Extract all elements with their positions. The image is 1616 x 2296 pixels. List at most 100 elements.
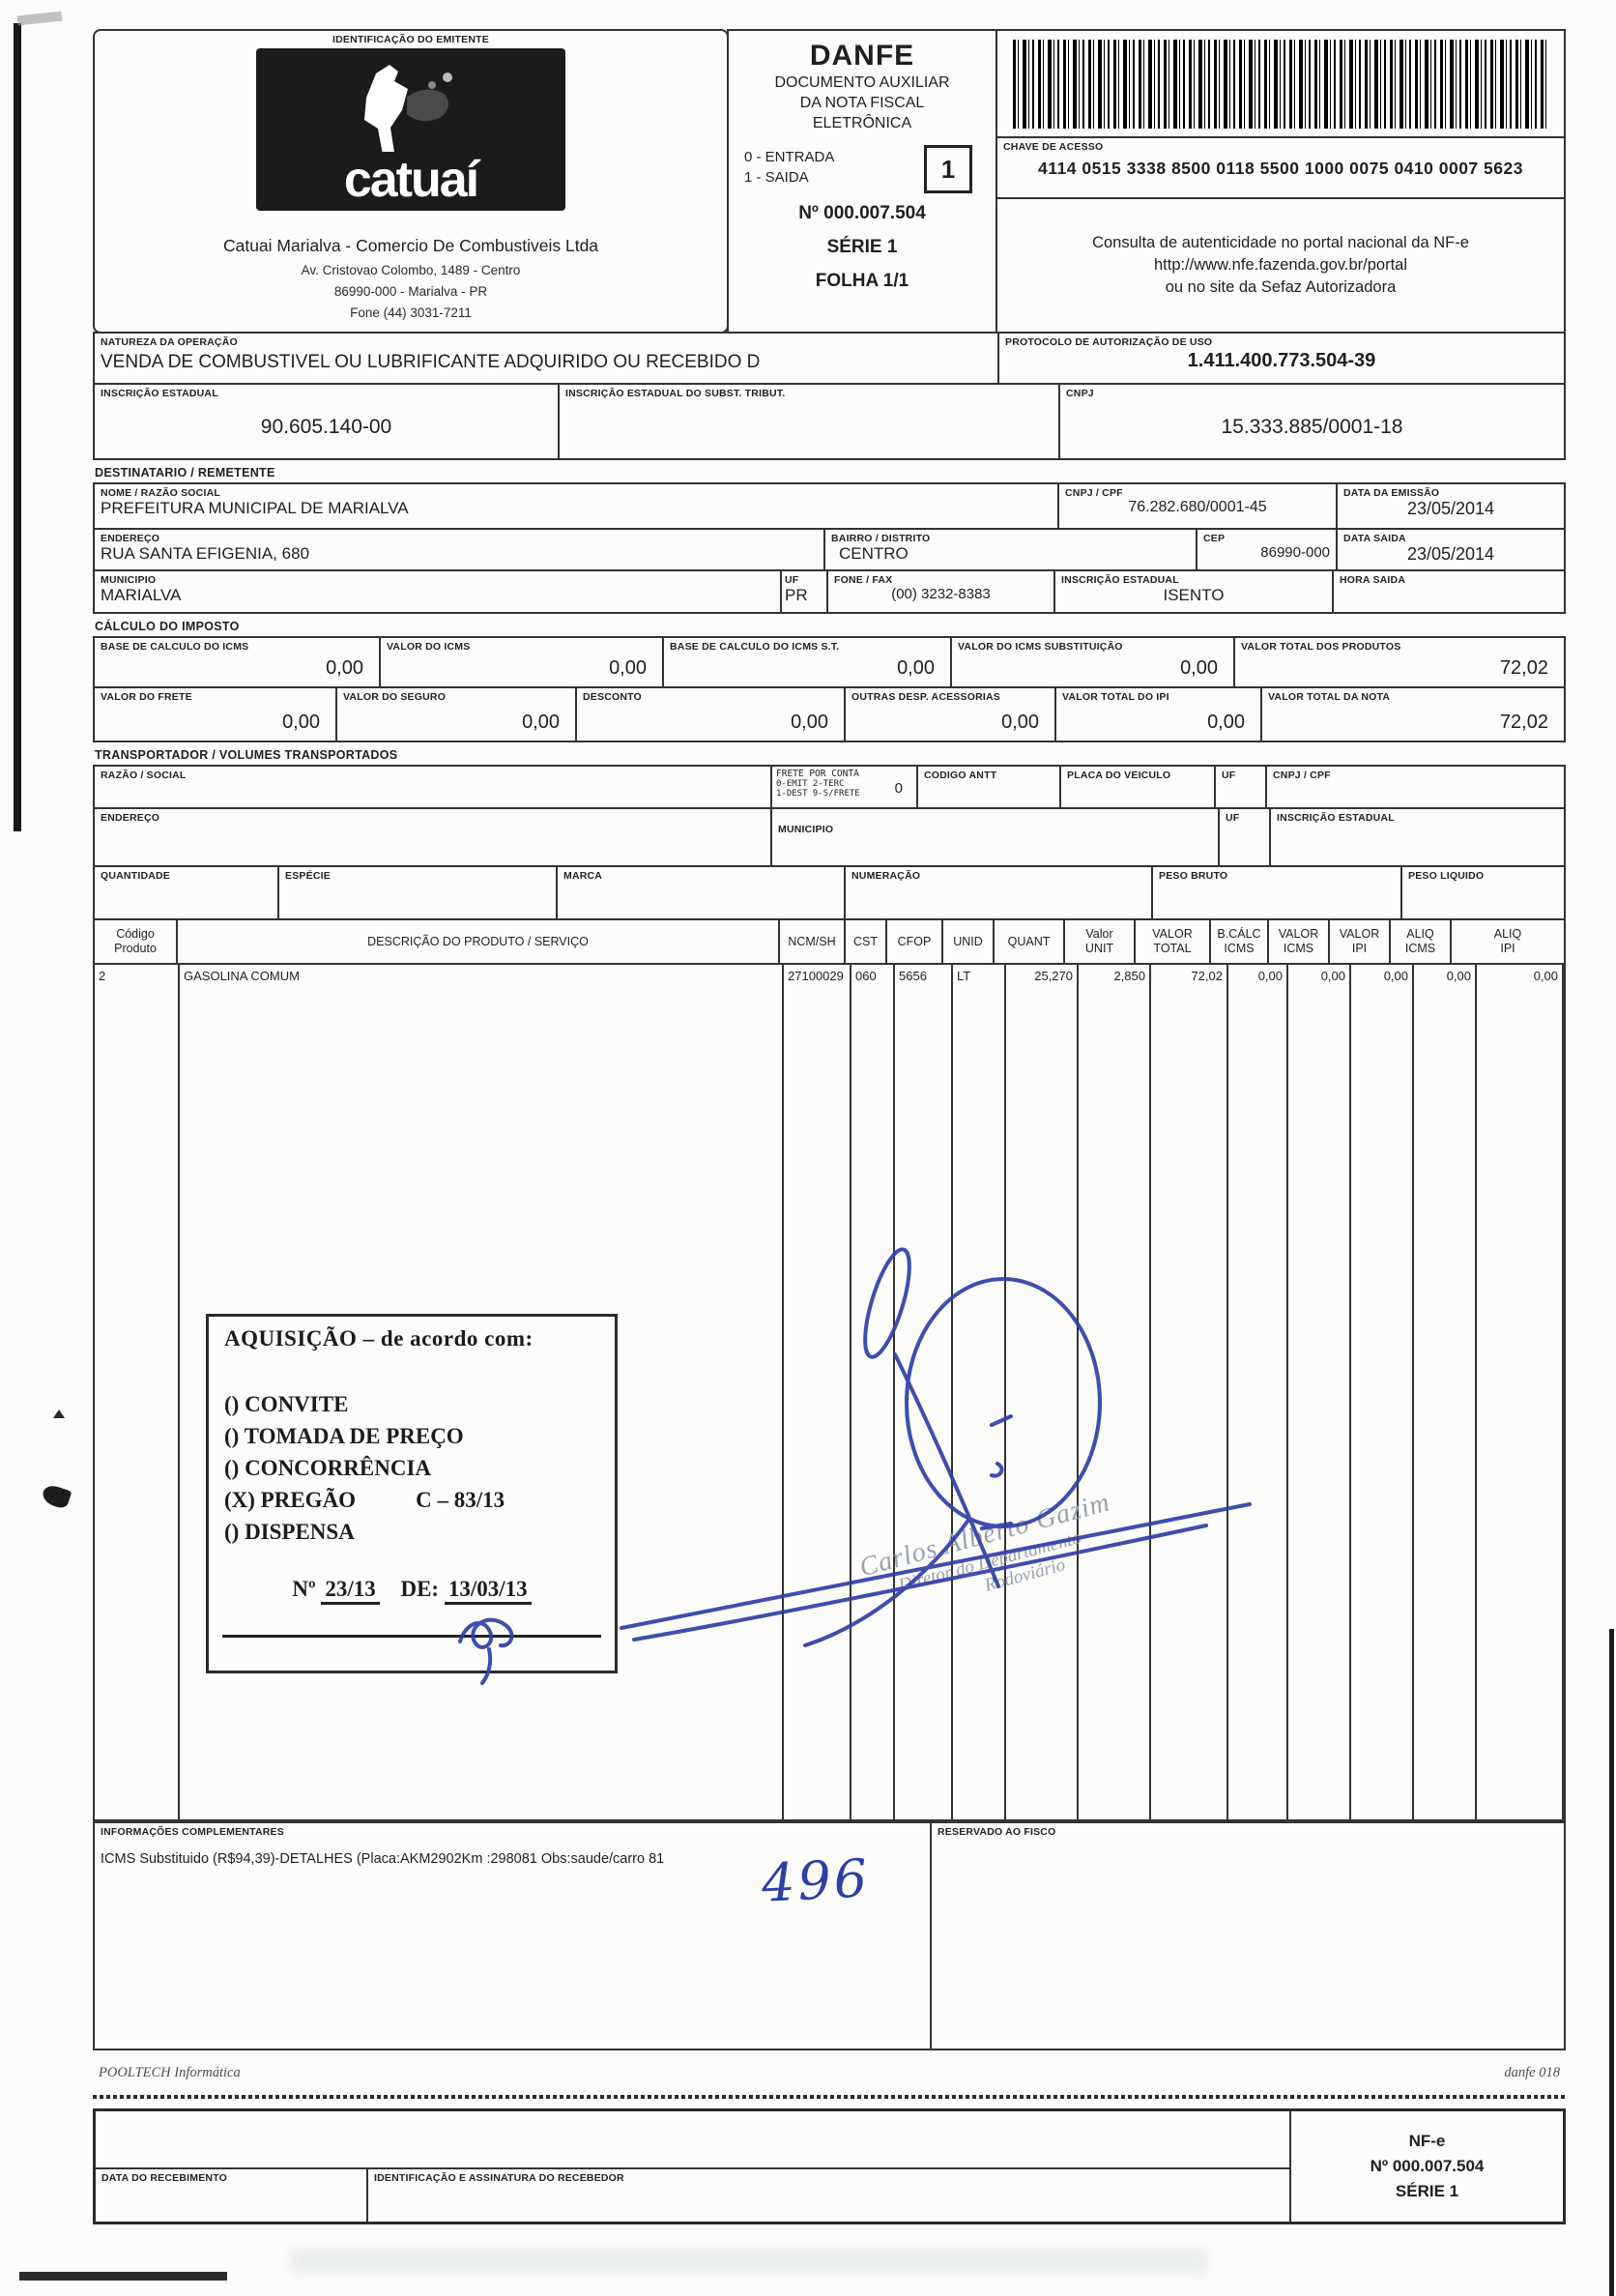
valor-seguro-field: VALOR DO SEGURO 0,00 <box>335 686 577 742</box>
stamp-pregao-text: (X) PREGÃO <box>224 1488 357 1512</box>
product-table-body: 2 GASOLINA COMUM 27100029 060 5656 LT 25… <box>93 963 1566 1821</box>
cell-descricao: GASOLINA COMUM <box>180 963 784 1819</box>
dest-fone-value: (00) 3232-8383 <box>891 586 991 602</box>
cell-valor-ipi: 0,00 <box>1351 963 1414 1819</box>
canhoto-declaracao-area <box>96 2111 1289 2169</box>
cnpj-emitente-field: CNPJ 15.333.885/0001-18 <box>1058 383 1566 460</box>
stamp-option-concorrencia: () CONCORRÊNCIA <box>224 1456 432 1480</box>
cell-cfop: 5656 <box>895 963 953 1819</box>
canhoto-left: DATA DO RECEBIMENTO IDENTIFICAÇÃO E ASSI… <box>96 2111 1289 2222</box>
dest-cep-value: 86990-000 <box>1260 544 1330 561</box>
consulta-box: Consulta de autenticidade no portal naci… <box>996 197 1566 334</box>
transp-cnpj-field: CNPJ / CPF <box>1265 765 1566 809</box>
natureza-value: VENDA DE COMBUSTIVEL OU LUBRIFICANTE ADQ… <box>101 352 761 372</box>
barcode-stack: CHAVE DE ACESSO 4114 0515 3338 8500 0118… <box>996 29 1566 334</box>
emitente-box: IDENTIFICAÇÃO DO EMITENTE catuaí Catuai … <box>93 29 729 334</box>
danfe-subtitle-2: DA NOTA FISCAL <box>799 95 925 111</box>
footer-line: POOLTECH Informática danfe 018 <box>93 2050 1566 2095</box>
inscricao-estadual-field: INSCRIÇÃO ESTADUAL 90.605.140-00 <box>93 383 560 460</box>
transp-placa-label: PLACA DO VEICULO <box>1067 770 1171 781</box>
col-valor-total: VALOR TOTAL <box>1134 918 1211 965</box>
imposto-section-label: CÁLCULO DO IMPOSTO <box>95 620 240 633</box>
valor-total-produtos-label: VALOR TOTAL DOS PRODUTOS <box>1241 641 1401 653</box>
volumes-quantidade-field: QUANTIDADE <box>93 865 279 920</box>
valor-icms-field: VALOR DO ICMS 0,00 <box>379 636 664 688</box>
valor-frete-value: 0,00 <box>282 712 320 733</box>
scan-artifact-bottom-bar <box>19 2272 227 2281</box>
scan-artifact-triangle-mark <box>53 1410 65 1418</box>
cell-bcalc-icms: 0,00 <box>1228 963 1288 1819</box>
coffee-picker-icon <box>364 65 452 152</box>
header-section: IDENTIFICAÇÃO DO EMITENTE catuaí Catuai … <box>93 29 1566 334</box>
stamp-option-tomada: () TOMADA DE PREÇO <box>224 1424 464 1448</box>
canhoto-bottom-row: DATA DO RECEBIMENTO IDENTIFICAÇÃO E ASSI… <box>96 2169 1289 2222</box>
entrada-saida-legend: 0 - ENTRADA 1 - SAIDA <box>744 147 834 188</box>
entrada-line: 0 - ENTRADA <box>744 149 835 165</box>
destinatario-row2: ENDEREÇO RUA SANTA EFIGENIA, 680 BAIRRO … <box>93 528 1566 571</box>
transportador-section-label: TRANSPORTADOR / VOLUMES TRANSPORTADOS <box>95 748 398 762</box>
transp-frete-value: 0 <box>894 780 903 797</box>
dest-endereco-label: ENDEREÇO <box>101 533 160 544</box>
cell-valor-unit: 2,850 <box>1079 963 1151 1819</box>
volumes-peso-bruto-field: PESO BRUTO <box>1151 865 1402 920</box>
cell-cst: 060 <box>851 963 895 1819</box>
data-recebimento-field: DATA DO RECEBIMENTO <box>96 2169 368 2222</box>
dest-bairro-field: BAIRRO / DISTRITO CENTRO <box>823 528 1198 571</box>
transp-uf2-field: UF <box>1218 807 1271 867</box>
dest-saida-field: DATA SAIDA 23/05/2014 <box>1336 528 1566 571</box>
inscricao-estadual-label: INSCRIÇÃO ESTADUAL <box>101 388 218 399</box>
canhoto-recebimento: DATA DO RECEBIMENTO IDENTIFICAÇÃO E ASSI… <box>93 2108 1566 2224</box>
transp-municipio-field: MUNICIPIO <box>770 807 1220 867</box>
transp-frete-label: FRETE POR CONTA <box>776 769 859 779</box>
cnpj-emitente-label: CNPJ <box>1066 388 1094 399</box>
informacoes-label: INFORMAÇÕES COMPLEMENTARES <box>101 1826 284 1838</box>
dest-ie-value: ISENTO <box>1163 586 1225 604</box>
base-icms-field: BASE DE CALCULO DO ICMS 0,00 <box>93 636 381 688</box>
col-valor-unit: Valor UNIT <box>1063 918 1136 965</box>
volumes-peso-liquido-label: PESO LIQUIDO <box>1408 870 1485 882</box>
valor-icms-subst-field: VALOR DO ICMS SUBSTITUIÇÃO 0,00 <box>950 636 1235 688</box>
valor-icms-subst-label: VALOR DO ICMS SUBSTITUIÇÃO <box>958 641 1123 653</box>
cell-valor-icms: 0,00 <box>1288 963 1351 1819</box>
barcode <box>1013 39 1548 129</box>
stamp-pregao-number: C – 83/13 <box>416 1488 505 1512</box>
transp-uf-field: UF <box>1214 765 1267 809</box>
emitente-address-line2: 86990-000 - Marialva - PR <box>333 284 488 299</box>
cnpj-emitente-value: 15.333.885/0001-18 <box>1221 416 1403 438</box>
cell-quant: 25,270 <box>1006 963 1079 1819</box>
valor-total-produtos-field: VALOR TOTAL DOS PRODUTOS 72,02 <box>1233 636 1566 688</box>
col-cfop: CFOP <box>885 918 943 965</box>
transp-uf-label: UF <box>1222 770 1236 781</box>
imposto-row1: BASE DE CALCULO DO ICMS 0,00 VALOR DO IC… <box>93 636 1566 688</box>
transp-ie-label: INSCRIÇÃO ESTADUAL <box>1277 812 1395 824</box>
volumes-marca-field: MARCA <box>556 865 846 920</box>
col-ncm: NCM/SH <box>778 918 846 965</box>
transp-uf2-label: UF <box>1226 812 1240 824</box>
dest-endereco-field: ENDEREÇO RUA SANTA EFIGENIA, 680 <box>93 528 825 571</box>
access-key-box: CHAVE DE ACESSO 4114 0515 3338 8500 0118… <box>996 136 1566 199</box>
col-bcalc-icms: B.CÁLC ICMS <box>1209 918 1269 965</box>
dest-saida-label: DATA SAIDA <box>1343 533 1406 544</box>
desconto-field: DESCONTO 0,00 <box>575 686 846 742</box>
consulta-line1: Consulta de autenticidade no portal naci… <box>1092 234 1469 251</box>
nf-series: SÉRIE 1 <box>826 237 898 257</box>
transp-municipio-label: MUNICIPIO <box>778 824 834 835</box>
dest-emissao-value: 23/05/2014 <box>1406 499 1495 518</box>
stamp-option-pregao: (X) PREGÃO C – 83/13 <box>224 1484 599 1516</box>
valor-icms-value: 0,00 <box>609 657 647 679</box>
volumes-peso-bruto-label: PESO BRUTO <box>1159 870 1228 882</box>
transp-ie-field: INSCRIÇÃO ESTADUAL <box>1269 807 1566 867</box>
stamp-signature-line <box>222 1635 601 1638</box>
canhoto-nfe-numero: Nº 000.007.504 <box>1370 2157 1485 2175</box>
destinatario-row3: MUNICIPIO MARIALVA UF PR FONE / FAX (00)… <box>93 569 1566 614</box>
dest-municipio-label: MUNICIPIO <box>101 574 157 586</box>
danfe-title: DANFE <box>809 40 915 72</box>
inscricao-estadual-value: 90.605.140-00 <box>260 416 392 438</box>
cell-aliq-ipi: 0,00 <box>1477 963 1564 1819</box>
col-aliq-icms: ALIQ ICMS <box>1389 918 1452 965</box>
valor-total-ipi-label: VALOR TOTAL DO IPI <box>1062 691 1169 703</box>
dest-cnpj-field: CNPJ / CPF 76.282.680/0001-45 <box>1057 482 1338 530</box>
valor-frete-label: VALOR DO FRETE <box>101 691 192 703</box>
informacoes-texto: ICMS Substituido (R$94,39)-DETALHES (Pla… <box>101 1851 665 1867</box>
natureza-row: NATUREZA DA OPERAÇÃO VENDA DE COMBUSTIVE… <box>93 332 1566 385</box>
